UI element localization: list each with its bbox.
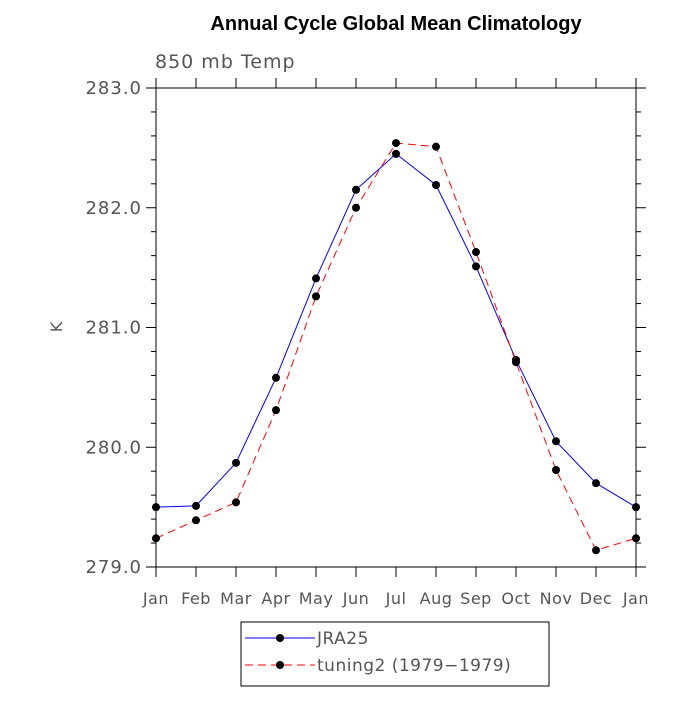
x-tick-label: Sep (460, 589, 492, 608)
data-point (432, 180, 440, 189)
plot-frame (155, 87, 637, 568)
data-point (432, 142, 440, 151)
x-tick-label: Feb (181, 589, 211, 608)
data-point (312, 274, 320, 283)
chart-subtitle: 850 mb Temp (155, 51, 296, 73)
data-point (472, 262, 480, 271)
x-tick-label: Nov (540, 589, 573, 608)
data-point (352, 185, 360, 194)
x-tick-label: Apr (261, 589, 290, 608)
series-line-1 (155, 142, 637, 551)
series-line-0 (155, 153, 637, 508)
y-axis-label: K (47, 321, 66, 332)
plot-area: 279.0 280.0 281.0 282.0 283.0 Jan Feb Mar Apr May… (85, 78, 649, 608)
legend-label-jra25: JRA25 (316, 629, 369, 649)
data-point (272, 406, 280, 415)
legend-entry-jra25: JRA25 (245, 629, 369, 649)
legend-marker-tuning2 (276, 661, 284, 669)
data-point (272, 373, 280, 382)
legend-box (240, 621, 550, 687)
data-point (392, 149, 400, 158)
y-tick-label: 281.0 (85, 318, 142, 339)
y-tick-label: 282.0 (85, 198, 142, 219)
data-point (232, 458, 240, 467)
data-point (152, 503, 160, 512)
data-point (392, 139, 400, 148)
data-point (192, 516, 200, 525)
data-point (592, 479, 600, 488)
data-point (632, 503, 640, 512)
y-tick-label: 280.0 (85, 437, 142, 458)
x-tick-label: May (299, 589, 334, 608)
data-point (472, 248, 480, 257)
x-tick-label: Jan (142, 589, 169, 608)
legend: JRA25 tuning2 (1979−1979) (240, 621, 550, 687)
data-point (312, 292, 320, 301)
y-tick-label: 283.0 (85, 78, 142, 99)
data-point (152, 534, 160, 543)
data-point (632, 534, 640, 543)
data-point (352, 203, 360, 212)
x-tick-label: Oct (501, 589, 530, 608)
x-tick-label: Jun (342, 589, 370, 608)
y-tick-label: 279.0 (85, 557, 142, 578)
chart-title: Annual Cycle Global Mean Climatology (210, 13, 582, 35)
data-point (552, 437, 560, 446)
legend-label-tuning2: tuning2 (1979−1979) (317, 656, 511, 676)
x-tick-label: Jan (622, 589, 649, 608)
x-tick-label: Jul (385, 589, 407, 608)
data-point (552, 466, 560, 475)
legend-entry-tuning2: tuning2 (1979−1979) (245, 656, 511, 676)
data-point (192, 501, 200, 510)
x-tick-label: Dec (580, 589, 612, 608)
data-point (232, 498, 240, 507)
x-tick-label: Aug (420, 589, 453, 608)
data-point (592, 546, 600, 555)
x-tick-label: Mar (220, 589, 252, 608)
legend-marker-jra25 (276, 634, 284, 642)
data-point (512, 358, 520, 367)
